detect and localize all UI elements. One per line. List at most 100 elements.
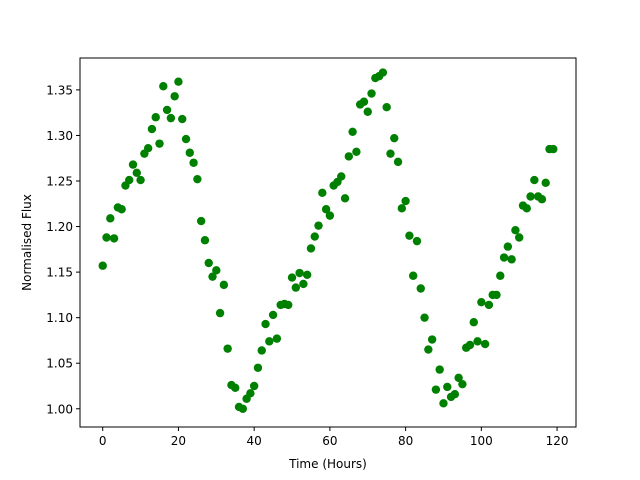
- data-point: [231, 383, 240, 393]
- y-axis-ticks: 1.00 1.05 1.10 1.15 1.20 1.25 1.30 1.35: [46, 83, 80, 416]
- data-point: [299, 279, 308, 289]
- data-point: [219, 280, 229, 290]
- data-point: [215, 308, 225, 318]
- data-point: [549, 144, 558, 154]
- data-point: [208, 272, 217, 281]
- data-point: [253, 363, 263, 372]
- data-point: [109, 234, 119, 243]
- data-point: [257, 346, 266, 355]
- data-point: [185, 148, 194, 157]
- data-point: [458, 379, 467, 389]
- data-point: [541, 178, 550, 188]
- data-point: [321, 205, 331, 214]
- y-tick-label: 1.00: [46, 402, 73, 416]
- data-point: [128, 160, 138, 169]
- data-point: [484, 300, 494, 310]
- data-point: [302, 270, 312, 280]
- data-point: [117, 205, 126, 214]
- data-point: [503, 242, 513, 251]
- data-point: [465, 340, 475, 350]
- data-point: [496, 271, 505, 280]
- data-point: [238, 404, 248, 413]
- data-point: [454, 373, 463, 382]
- data-point: [200, 236, 210, 245]
- data-point: [537, 195, 547, 204]
- data-point: [393, 157, 403, 167]
- data-point: [473, 337, 482, 346]
- plot-area: [80, 58, 576, 427]
- x-axis-label: Time (Hours): [288, 457, 367, 471]
- data-point: [106, 214, 115, 223]
- data-point: [367, 89, 376, 98]
- x-axis-ticks: 0 20 40 60 80 100 120: [99, 427, 569, 448]
- data-point: [348, 127, 357, 136]
- data-point: [132, 168, 141, 177]
- data-point: [325, 211, 335, 220]
- data-point: [416, 284, 425, 293]
- data-point: [174, 77, 183, 86]
- data-point: [291, 283, 301, 292]
- data-point: [480, 339, 490, 349]
- y-tick-label: 1.20: [46, 220, 73, 234]
- data-point: [212, 266, 221, 275]
- data-point: [196, 216, 206, 226]
- data-point: [284, 300, 293, 310]
- data-point: [382, 103, 391, 112]
- y-tick-label: 1.10: [46, 311, 73, 325]
- data-point: [526, 192, 535, 201]
- data-point: [287, 273, 297, 282]
- x-tick-label: 60: [322, 434, 337, 448]
- data-point: [344, 152, 354, 161]
- data-point: [102, 233, 111, 242]
- data-point: [204, 258, 213, 268]
- data-point: [431, 385, 441, 394]
- data-point: [318, 188, 327, 198]
- data-point: [390, 133, 399, 143]
- data-point: [530, 175, 539, 185]
- data-point: [522, 204, 531, 213]
- data-point: [408, 271, 418, 280]
- data-point: [181, 134, 191, 144]
- data-point: [178, 114, 187, 124]
- data-point: [443, 382, 452, 392]
- data-point: [98, 261, 107, 270]
- data-point: [401, 196, 410, 206]
- x-tick-label: 0: [99, 434, 107, 448]
- data-point: [155, 139, 164, 148]
- data-point: [435, 365, 444, 374]
- data-point: [337, 172, 346, 181]
- data-point: [397, 204, 407, 213]
- data-point: [136, 175, 145, 185]
- data-point: [314, 221, 323, 230]
- data-point: [378, 68, 388, 77]
- data-point: [386, 149, 395, 158]
- data-point: [268, 310, 278, 320]
- x-tick-label: 80: [398, 434, 413, 448]
- data-point: [306, 244, 316, 253]
- y-tick-label: 1.15: [46, 266, 73, 280]
- data-point: [265, 337, 274, 346]
- data-point: [223, 344, 232, 353]
- data-point: [162, 105, 172, 115]
- data-point: [439, 399, 448, 408]
- data-point: [272, 334, 282, 343]
- data-point: [249, 381, 259, 391]
- data-point: [420, 313, 429, 322]
- data-point: [469, 318, 478, 327]
- data-point: [166, 113, 176, 123]
- data-point: [189, 158, 198, 167]
- data-point: [246, 389, 255, 398]
- data-point: [424, 345, 433, 354]
- data-point: [405, 231, 414, 240]
- data-point: [125, 175, 134, 185]
- y-tick-label: 1.25: [46, 175, 73, 189]
- x-tick-label: 100: [470, 434, 493, 448]
- data-point: [151, 113, 160, 122]
- data-point: [143, 144, 153, 153]
- y-tick-label: 1.35: [46, 83, 73, 97]
- data-point: [147, 124, 157, 134]
- data-point: [477, 297, 486, 307]
- x-tick-label: 120: [546, 434, 569, 448]
- data-point: [310, 232, 319, 241]
